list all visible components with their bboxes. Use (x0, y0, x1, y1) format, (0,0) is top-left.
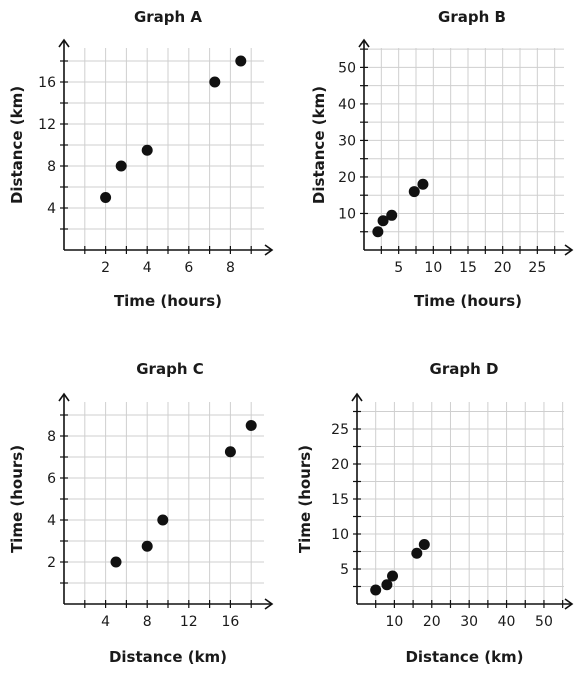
axes (358, 38, 574, 256)
data-points (370, 539, 430, 596)
data-point (245, 420, 257, 431)
y-axis-label: Distance (km) (8, 86, 26, 204)
x-tick-label: 8 (143, 614, 152, 630)
x-tick-label: 10 (385, 614, 403, 630)
y-tick-label: 8 (47, 429, 56, 445)
x-tick-label: 4 (101, 614, 110, 630)
data-points (110, 420, 257, 568)
chart-title: Graph C (136, 360, 203, 378)
y-axis-arrow-icon (358, 38, 370, 48)
chart-title: Graph D (430, 360, 499, 378)
x-tick-label: 16 (221, 614, 239, 630)
data-point (370, 584, 382, 596)
chart-2: 5 10 15 20 25 10 20 30 40 50 Graph B Time (hours) Di… (310, 8, 574, 310)
data-point (411, 547, 423, 559)
y-tick-label: 10 (331, 527, 349, 543)
y-tick-label: 40 (338, 97, 356, 113)
x-axis-label: Time (hours) (114, 292, 222, 310)
y-axis-arrow-icon (58, 38, 70, 48)
y-tick-label: 2 (47, 555, 56, 571)
axes (58, 392, 274, 610)
x-tick-label: 25 (528, 260, 546, 276)
data-point (372, 226, 384, 238)
chart-title: Graph B (438, 8, 506, 26)
x-tick-label: 6 (184, 260, 193, 276)
x-tick-label: 20 (423, 614, 441, 630)
data-point (141, 540, 153, 552)
x-tick-label: 8 (226, 260, 235, 276)
data-point (418, 539, 430, 550)
data-point (209, 76, 221, 88)
x-axis-label: Distance (km) (405, 648, 523, 666)
y-tick-label: 4 (47, 513, 56, 529)
chart-1: 2 4 6 8 4 8 12 16 Graph A Time (hours) Distance (k… (8, 8, 274, 310)
y-axis-arrow-icon (351, 392, 363, 402)
y-tick-label: 5 (340, 562, 349, 578)
x-tick-label: 40 (498, 614, 516, 630)
x-axis-label: Distance (km) (109, 648, 227, 666)
y-tick-label: 20 (338, 170, 356, 186)
data-point (417, 178, 429, 190)
data-point (386, 209, 398, 221)
grid (64, 402, 264, 604)
x-tick-label: 2 (101, 260, 110, 276)
data-point (387, 570, 399, 582)
y-tick-label: 30 (338, 133, 356, 149)
data-point (141, 144, 153, 156)
axes (351, 392, 574, 610)
data-point (157, 514, 169, 526)
x-axis-arrow-icon (564, 244, 574, 256)
y-tick-label: 50 (338, 60, 356, 76)
x-axis-label: Time (hours) (414, 292, 522, 310)
chart-4: 10 20 30 40 50 5 10 15 20 25 Graph D Distance (km) T… (296, 360, 574, 666)
data-point (381, 579, 393, 591)
y-tick-label: 12 (38, 117, 56, 133)
data-point (224, 446, 236, 458)
x-tick-label: 4 (143, 260, 152, 276)
grid (364, 48, 564, 250)
axes (58, 38, 274, 256)
y-axis-label: Distance (km) (310, 86, 328, 204)
data-points (372, 178, 429, 238)
x-axis-arrow-icon (264, 598, 274, 610)
x-axis-arrow-icon (264, 244, 274, 256)
data-point (408, 186, 420, 198)
y-tick-label: 15 (331, 492, 349, 508)
data-point (115, 160, 127, 172)
data-point (235, 55, 247, 67)
x-tick-label: 20 (494, 260, 512, 276)
data-points (100, 55, 247, 203)
x-tick-label: 15 (459, 260, 477, 276)
y-axis-label: Time (hours) (296, 445, 314, 553)
chart-3: 4 8 12 16 2 4 6 8 Graph C Distance (km) Time (hour… (8, 360, 274, 666)
y-tick-label: 6 (47, 471, 56, 487)
y-tick-label: 8 (47, 159, 56, 175)
data-point (100, 192, 112, 203)
data-point (377, 215, 389, 227)
y-axis-label: Time (hours) (8, 445, 26, 553)
grid (64, 48, 264, 250)
x-tick-label: 30 (460, 614, 478, 630)
x-tick-label: 10 (424, 260, 442, 276)
x-tick-label: 12 (180, 614, 198, 630)
x-axis-arrow-icon (564, 598, 574, 610)
y-tick-label: 25 (331, 422, 349, 438)
chart-title: Graph A (134, 8, 202, 26)
y-tick-label: 16 (38, 75, 56, 91)
y-tick-label: 20 (331, 457, 349, 473)
y-tick-label: 4 (47, 201, 56, 217)
data-point (110, 556, 122, 568)
x-tick-label: 5 (394, 260, 403, 276)
x-tick-label: 50 (535, 614, 553, 630)
y-tick-label: 10 (338, 206, 356, 222)
y-axis-arrow-icon (58, 392, 70, 402)
